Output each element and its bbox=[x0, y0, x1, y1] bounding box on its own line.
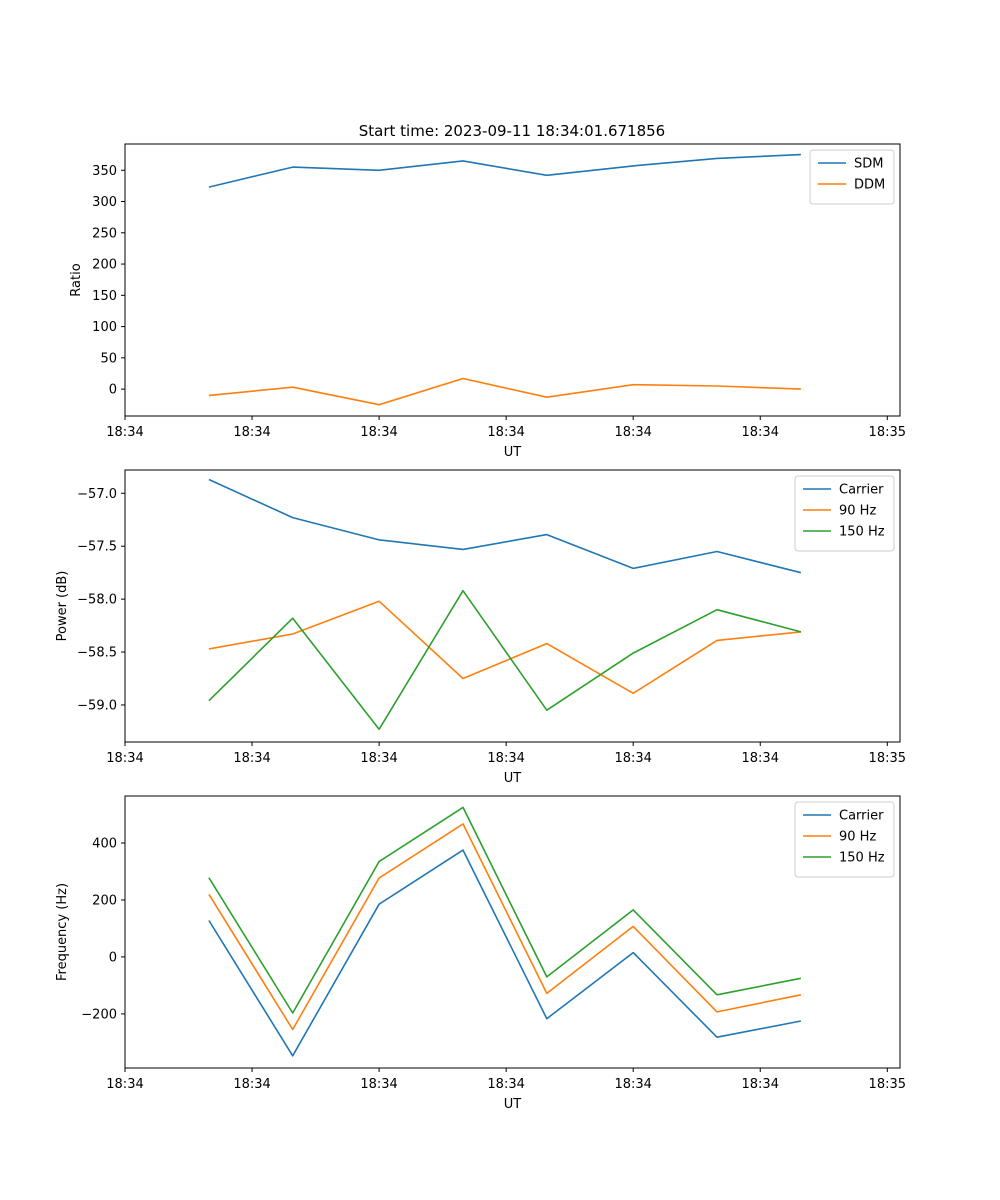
power-y-tick-label: −57.0 bbox=[77, 487, 117, 502]
panel-frequency: 18:34 18:34 18:34 18:34 18:34 18:34 18:35 −200 0… bbox=[55, 795, 906, 1112]
ratio-x-tick-label: 18:34 bbox=[487, 425, 524, 440]
ratio-x-tick-label: 18:34 bbox=[742, 425, 779, 440]
ratio-y-tick-label: 350 bbox=[92, 164, 117, 179]
power-legend-box bbox=[794, 475, 895, 552]
power-legend-label-90-hz: 90 Hz bbox=[839, 504, 876, 519]
power-axes-frame bbox=[124, 469, 901, 743]
power-x-tick-label: 18:34 bbox=[742, 751, 779, 766]
power-x-tick-label: 18:34 bbox=[233, 751, 270, 766]
ratio-legend-label-ddm: DDM bbox=[854, 178, 885, 193]
ratio-legend-label-sdm: SDM bbox=[854, 157, 883, 172]
power-legend-label-150-hz: 150 Hz bbox=[839, 525, 885, 540]
frequency-x-axis-label: UT bbox=[504, 1097, 522, 1112]
ratio-x-tick-label: 18:34 bbox=[106, 425, 143, 440]
ratio-y-tick-label: 100 bbox=[92, 320, 117, 335]
power-x-tick-label: 18:34 bbox=[360, 751, 397, 766]
ratio-x-tick-label: 18:34 bbox=[233, 425, 270, 440]
frequency-series-150-hz-line bbox=[208, 806, 802, 1014]
frequency-x-tick-label: 18:34 bbox=[614, 1077, 651, 1092]
frequency-x-tick-label: 18:34 bbox=[360, 1077, 397, 1092]
ratio-x-tick-label: 18:35 bbox=[869, 425, 906, 440]
ratio-y-tick-label: 0 bbox=[109, 383, 117, 398]
frequency-x-tick-label: 18:34 bbox=[487, 1077, 524, 1092]
ratio-x-tick-label: 18:34 bbox=[360, 425, 397, 440]
ratio-y-tick-label: 200 bbox=[92, 258, 117, 273]
ratio-x-tick-label: 18:34 bbox=[614, 425, 651, 440]
power-x-tick-label: 18:35 bbox=[869, 751, 906, 766]
panel-ratio: 18:34 18:34 18:34 18:34 18:34 18:34 18:35 0 50 10… bbox=[69, 143, 906, 460]
frequency-x-tick-label: 18:34 bbox=[233, 1077, 270, 1092]
frequency-y-tick-label: 0 bbox=[109, 950, 117, 965]
frequency-axes-frame bbox=[124, 795, 901, 1069]
frequency-y-tick-label: −200 bbox=[81, 1007, 117, 1022]
power-x-tick-label: 18:34 bbox=[614, 751, 651, 766]
frequency-legend-label-carrier: Carrier bbox=[839, 809, 884, 824]
frequency-x-tick-label: 18:34 bbox=[106, 1077, 143, 1092]
figure-title: Start time: 2023-09-11 18:34:01.671856 bbox=[359, 122, 665, 140]
frequency-y-tick-label: 200 bbox=[92, 893, 117, 908]
frequency-legend-box bbox=[794, 801, 895, 878]
frequency-legend-label-150-hz: 150 Hz bbox=[839, 851, 885, 866]
ratio-y-tick-label: 50 bbox=[100, 351, 117, 366]
ratio-y-axis-label: Ratio bbox=[69, 263, 84, 296]
power-y-axis-label: Power (dB) bbox=[55, 571, 70, 642]
power-y-tick-label: −59.0 bbox=[77, 698, 117, 713]
power-y-tick-label: −57.5 bbox=[77, 540, 117, 555]
ratio-y-tick-label: 300 bbox=[92, 195, 117, 210]
panel-power: 18:34 18:34 18:34 18:34 18:34 18:34 18:35 −59.0… bbox=[55, 469, 906, 786]
frequency-x-tick-label: 18:35 bbox=[869, 1077, 906, 1092]
power-x-axis-label: UT bbox=[504, 771, 522, 786]
power-y-tick-label: −58.5 bbox=[77, 646, 117, 661]
ratio-axes-frame bbox=[124, 143, 901, 417]
ratio-y-tick-label: 250 bbox=[92, 226, 117, 241]
frequency-y-axis-label: Frequency (Hz) bbox=[55, 883, 70, 981]
ratio-y-tick-label: 150 bbox=[92, 289, 117, 304]
power-series-90-hz-line bbox=[208, 600, 801, 695]
frequency-y-tick-label: 400 bbox=[92, 836, 117, 851]
frequency-series-90-hz-line bbox=[208, 823, 802, 1031]
power-y-tick-label: −58.0 bbox=[77, 593, 117, 608]
ratio-series-sdm-line bbox=[208, 153, 801, 188]
frequency-series-carrier-line bbox=[208, 849, 802, 1057]
frequency-legend-label-90-hz: 90 Hz bbox=[839, 830, 876, 845]
power-series-150-hz-line bbox=[208, 589, 802, 731]
ratio-series-ddm-line bbox=[208, 377, 801, 406]
frequency-x-tick-label: 18:34 bbox=[742, 1077, 779, 1092]
power-x-tick-label: 18:34 bbox=[487, 751, 524, 766]
power-x-tick-label: 18:34 bbox=[106, 751, 143, 766]
ratio-x-axis-label: UT bbox=[504, 445, 522, 460]
power-series-carrier-line bbox=[208, 478, 802, 574]
power-legend-label-carrier: Carrier bbox=[839, 483, 884, 498]
